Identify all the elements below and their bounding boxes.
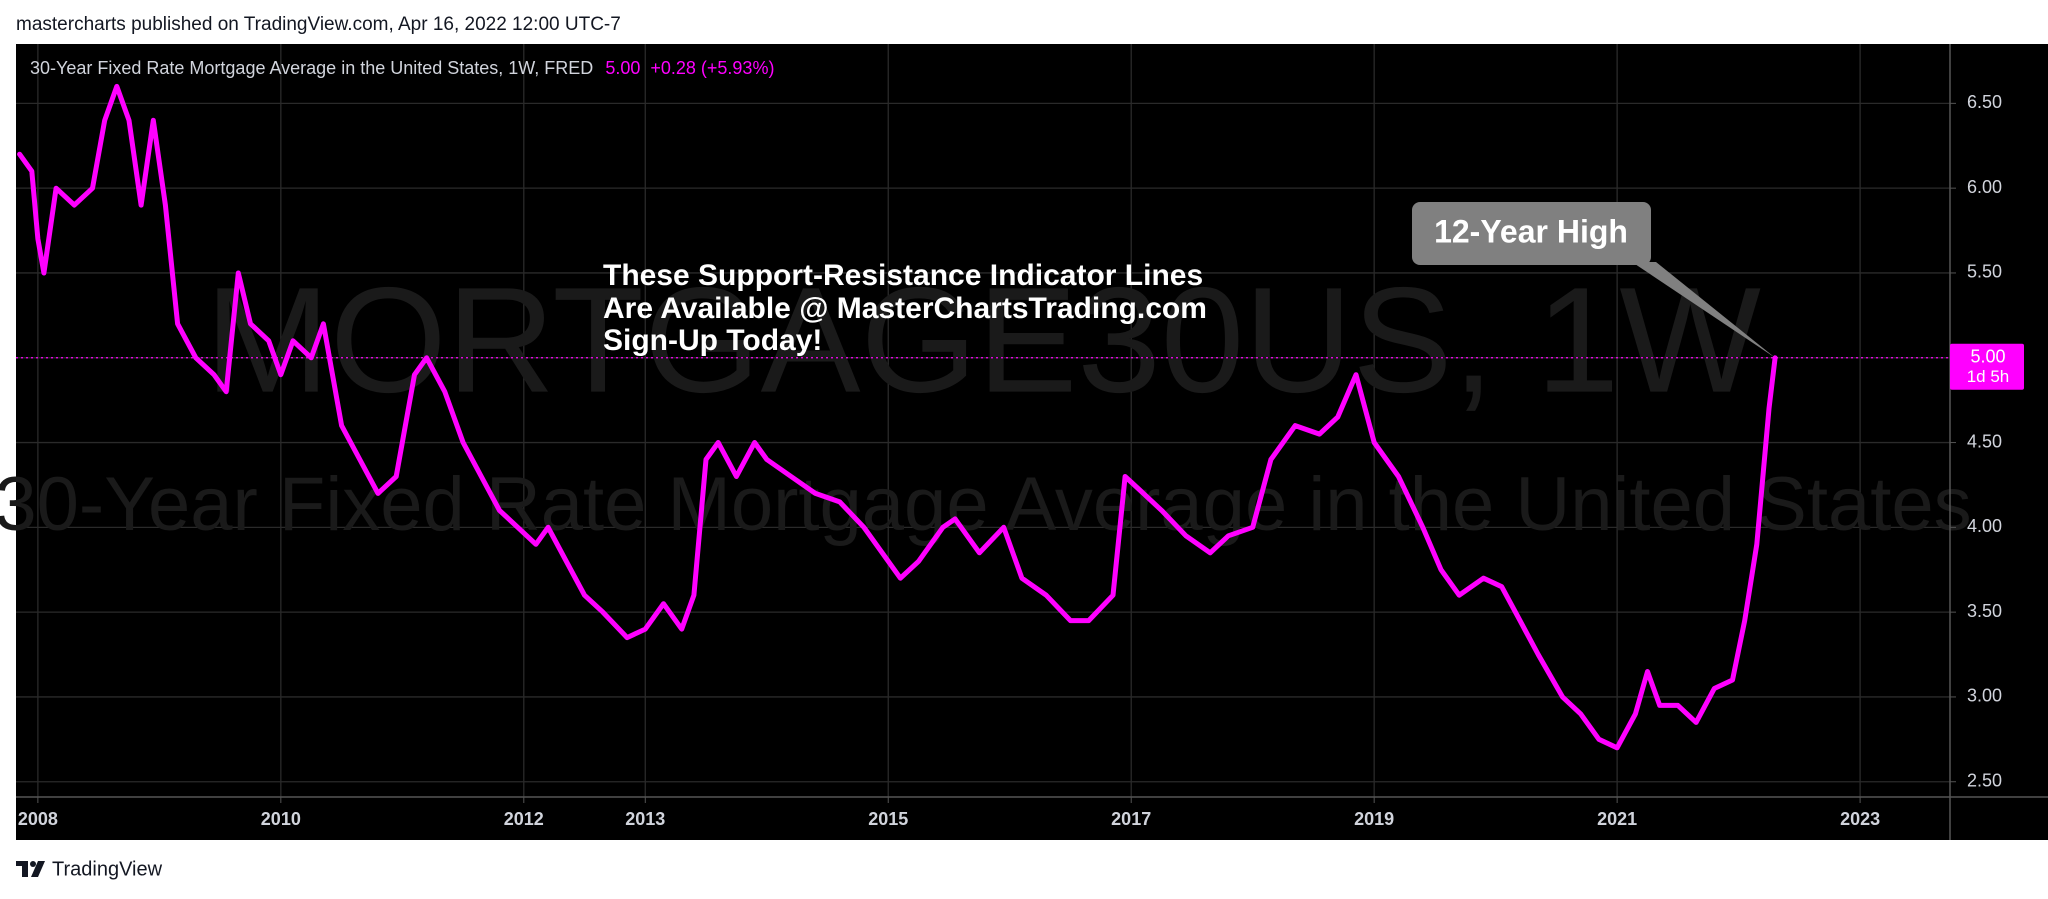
tradingview-logo — [16, 861, 45, 877]
y-tick-label: 3.00 — [1967, 686, 2002, 706]
x-tick-label: 2008 — [18, 809, 58, 829]
published-line: mastercharts published on TradingView.co… — [16, 14, 621, 35]
y-tick-label: 5.50 — [1967, 262, 2002, 282]
footer-brand: TradingView — [52, 858, 163, 880]
legend: 30-Year Fixed Rate Mortgage Average in t… — [30, 58, 774, 78]
logo-part — [30, 861, 36, 867]
watermark-symbol: MORTGAGE30US, 1W — [205, 256, 1761, 424]
callout-pointer — [1632, 262, 1776, 358]
legend-title: 30-Year Fixed Rate Mortgage Average in t… — [30, 58, 593, 78]
x-tick-label: 2019 — [1354, 809, 1394, 829]
price-label-box — [1950, 343, 2024, 390]
plot — [16, 83, 1950, 751]
countdown-label: 1d 5h — [1967, 367, 2010, 386]
watermark: MORTGAGE30US, 1W 30-Year Fixed Rate Mort… — [0, 256, 1972, 547]
annotation-line: Are Available @ MasterChartsTrading.com — [603, 292, 1207, 325]
axes: 2.50 3.00 3.50 4.00 4.50 5.00 5.50 6.00 6.50 2008… — [18, 92, 2024, 829]
x-tick-label: 2015 — [868, 809, 908, 829]
logo-part — [22, 861, 28, 877]
legend-change: +0.28 (+5.93%) — [650, 58, 774, 78]
callout-text: 12-Year High — [1434, 213, 1628, 249]
x-tick-label: 2012 — [504, 809, 544, 829]
x-tick-label: 2010 — [261, 809, 301, 829]
callout: 12-Year High — [1412, 202, 1776, 358]
x-tick-label: 2023 — [1840, 809, 1880, 829]
y-tick-label: 4.00 — [1967, 516, 2002, 536]
footer: TradingView — [16, 858, 163, 880]
y-tick-label: 4.50 — [1967, 431, 2002, 451]
series-line — [17, 83, 1778, 751]
annotation-line: These Support-Resistance Indicator Lines — [603, 259, 1203, 292]
y-tick-label: 6.50 — [1967, 92, 2002, 112]
x-tick-label: 2017 — [1111, 809, 1151, 829]
annotation-line: Sign-Up Today! — [603, 324, 822, 357]
x-tick-label: 2021 — [1597, 809, 1637, 829]
legend-value: 5.00 — [605, 58, 640, 78]
watermark-description: 30-Year Fixed Rate Mortgage Average in t… — [0, 462, 1972, 547]
annotation: These Support-Resistance Indicator Lines… — [603, 259, 1207, 357]
logo-part — [31, 861, 45, 877]
price-label: 5.00 — [1970, 347, 2005, 367]
y-tick-label: 3.50 — [1967, 601, 2002, 621]
y-tick-label: 6.00 — [1967, 177, 2002, 197]
callout-box — [1412, 202, 1651, 265]
grid — [16, 44, 1950, 797]
x-tick-label: 2013 — [625, 809, 665, 829]
y-tick-label: 2.50 — [1967, 770, 2002, 790]
